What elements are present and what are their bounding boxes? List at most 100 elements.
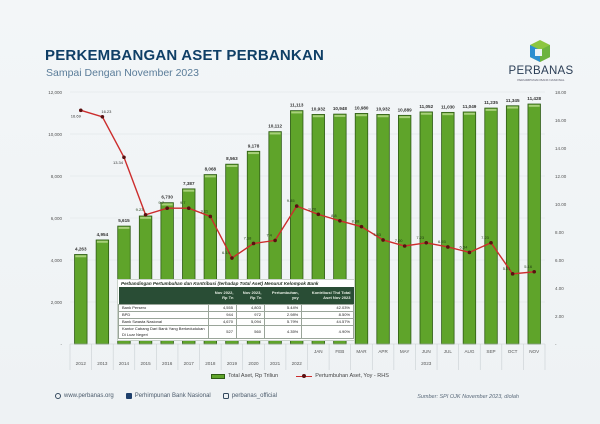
growth-value-label: 16.23 — [101, 109, 112, 114]
bar-value-label: 8,563 — [226, 156, 238, 161]
table-cell: 4.35% — [263, 324, 303, 339]
bar — [505, 105, 520, 345]
growth-line — [80, 109, 535, 275]
x-tick-year: 2013 — [97, 361, 108, 366]
bar-value-label: 10,932 — [376, 106, 390, 111]
bar-highlight — [463, 112, 475, 115]
growth-value-label: 7.23 — [481, 235, 490, 240]
bar-highlight — [161, 203, 173, 206]
bar-highlight — [140, 216, 152, 219]
bar-highlight — [442, 113, 454, 116]
bar — [419, 111, 433, 345]
bar-value-label: 11,049 — [463, 104, 477, 109]
table-cell: 44.57% — [301, 317, 354, 326]
growth-point — [424, 240, 429, 245]
bar-value-label: 10,948 — [333, 106, 347, 111]
x-tick-year: 2012 — [76, 361, 87, 366]
growth-point — [273, 238, 277, 243]
growth-value-label: 7.43 — [373, 232, 382, 237]
bar-value-label: 11,113 — [290, 103, 304, 108]
bar-highlight — [248, 152, 259, 155]
globe-icon — [55, 393, 61, 399]
growth-value-label: 9.85 — [287, 198, 296, 203]
facebook-icon — [125, 393, 132, 399]
logo-text: PERBANAS — [508, 65, 574, 77]
growth-value-label: 8.8 — [331, 213, 337, 218]
bar-value-label: 5,615 — [118, 218, 130, 223]
table-cell: 8.50% — [301, 310, 354, 319]
bar-highlight — [226, 164, 238, 167]
growth-point — [186, 206, 191, 210]
footer-instagram[interactable]: perbanas_official — [222, 393, 278, 399]
bar-value-label: 4,954 — [97, 232, 109, 237]
bar-highlight — [356, 114, 367, 117]
table-cell: 2.98% — [263, 310, 303, 319]
bar-value-label: 11,345 — [506, 98, 520, 103]
table-cell: 4,555 — [208, 303, 237, 312]
growth-value-label: 9.11 — [201, 208, 209, 213]
instagram-link[interactable]: perbanas_official — [231, 393, 278, 399]
page-title: PERKEMBANGAN ASET PERBANKAN — [45, 47, 325, 64]
bar-value-label: 11,428 — [527, 96, 541, 101]
chart-legend: Total Aset, Rp Triliun Pertumbuhan Aset,… — [0, 373, 600, 379]
growth-point — [230, 256, 234, 260]
table-row: Kantor Cabang Dari Bank Yang Berkeduduka… — [118, 324, 354, 339]
y-right-tick: 14.00 — [555, 146, 567, 151]
bar-highlight — [485, 108, 497, 111]
bar-value-label: 11,235 — [484, 100, 498, 105]
table-header-cell — [118, 287, 209, 304]
y-left-tick: 8,000 — [51, 174, 63, 179]
table-header-cell: Nov 2022, Rp Tn — [208, 287, 237, 304]
growth-point — [510, 272, 515, 276]
x-tick-month: FEB — [335, 349, 344, 354]
y-right-tick: 2.00 — [555, 314, 564, 319]
bar-value-label: 10,112 — [268, 124, 282, 129]
table-row: Bank Persero 4,555 4,803 5.44% 42.03% — [118, 303, 354, 312]
legend-item-growth: Pertumbuhan Aset, Yoy - RHS — [296, 373, 389, 379]
instagram-icon — [222, 393, 229, 399]
x-tick-year: 2020 — [248, 361, 259, 366]
table-cell: Kantor Cabang Dari Bank Yang Berkeduduka… — [118, 324, 209, 339]
bar-highlight — [183, 189, 195, 192]
logo-tagline: PERHIMPUNAN BANK NASIONAL — [517, 78, 565, 82]
y-right-tick: - — [555, 342, 557, 347]
perbanas-logo-icon — [530, 40, 550, 62]
table-cell: 527 — [208, 324, 237, 339]
bar-swatch-icon — [211, 373, 226, 379]
table-cell: 5.79% — [263, 317, 303, 326]
facebook-link[interactable]: Perhimpunan Bank Nasional — [134, 393, 211, 399]
growth-value-label: 5.01 — [503, 266, 512, 271]
table-cell: 4,803 — [235, 303, 265, 312]
bar-highlight — [291, 111, 303, 114]
growth-point — [100, 114, 105, 119]
x-tick-year: 2014 — [119, 361, 130, 366]
bar-highlight — [334, 114, 346, 117]
x-tick-month: MAR — [356, 349, 367, 354]
growth-value-label: 9.7 — [180, 200, 186, 205]
x-group-label: 2023 — [421, 361, 432, 366]
table-cell: 4.90% — [301, 324, 354, 339]
bar-highlight — [96, 240, 108, 243]
source-note: Sumber: SPI OJK November 2023, diolah — [417, 394, 519, 400]
y-left-tick: 10,000 — [48, 132, 62, 137]
table-row: BPD 944 972 2.98% 8.50% — [118, 310, 354, 319]
growth-point — [338, 219, 342, 223]
footer-facebook[interactable]: Perhimpunan Bank Nasional — [125, 393, 211, 399]
footer-website[interactable]: www.perbanas.org — [55, 393, 114, 399]
bar-highlight — [528, 104, 540, 107]
table-cell: Bank Swasta Nasional — [118, 317, 209, 326]
x-tick-year: 2016 — [162, 361, 173, 366]
growth-value-label: 7.00 — [395, 238, 404, 243]
bar — [95, 239, 110, 345]
growth-point — [359, 224, 364, 229]
page-subtitle: Sampai Dengan November 2023 — [46, 67, 199, 79]
bar-value-label: 6,730 — [161, 195, 173, 200]
table-header-cell: Pertumbuhan, yoy — [264, 287, 302, 304]
bar-value-label: 9,178 — [248, 143, 260, 148]
bar-highlight — [377, 115, 389, 118]
growth-value-label: 7.23 — [416, 235, 425, 240]
website-link[interactable]: www.perbanas.org — [64, 393, 114, 399]
x-tick-year: 2022 — [292, 361, 303, 366]
growth-value-label: 5.16 — [524, 264, 533, 269]
growth-value-label: 9.26 — [308, 206, 317, 211]
